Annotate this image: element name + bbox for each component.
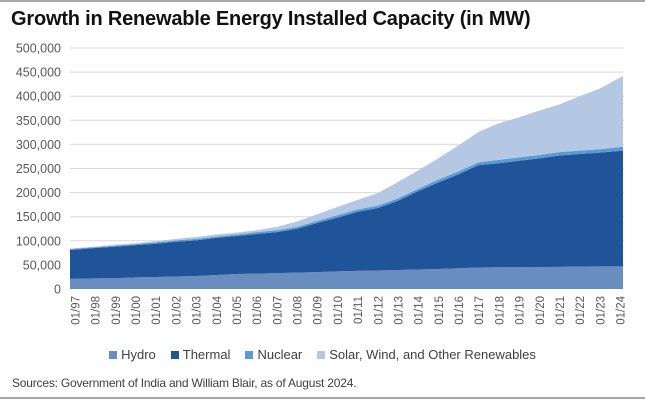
legend-item-hydro: Hydro <box>109 347 156 362</box>
x-tick-label: 01/17 <box>474 296 486 325</box>
x-tick-label: 01/97 <box>71 296 83 325</box>
y-tick-label: 450,000 <box>16 66 61 80</box>
x-tick-label: 01/07 <box>272 296 284 325</box>
y-tick-label: 100,000 <box>16 234 61 248</box>
x-tick-label: 01/06 <box>252 296 264 325</box>
legend-label-nuclear: Nuclear <box>257 347 303 362</box>
x-tick-label: 01/10 <box>333 296 345 325</box>
legend: Hydro Thermal Nuclear Solar, Wind, and O… <box>0 347 645 362</box>
x-tick-label: 01/09 <box>313 296 325 325</box>
legend-swatch-hydro <box>109 350 118 359</box>
x-axis-ticks: 01/97 01/98 01/99 01/00 01/01 01/02 01/03 01/04… <box>71 295 628 324</box>
y-tick-label: 300,000 <box>16 138 61 152</box>
legend-item-nuclear: Nuclear <box>245 347 302 362</box>
x-tick-label: 01/20 <box>535 296 547 325</box>
chart-area: 0 50,000 100,000 150,000 200,000 250,000 300,0… <box>16 42 628 325</box>
legend-item-thermal: Thermal <box>170 347 231 362</box>
source-note: Sources: Government of India and William… <box>12 376 357 390</box>
x-tick-label: 01/13 <box>393 296 405 325</box>
y-tick-label: 50,000 <box>23 258 61 272</box>
x-tick-label: 01/18 <box>494 296 506 325</box>
area-hydro <box>70 266 623 289</box>
x-tick-label: 01/21 <box>555 296 567 325</box>
area-thermal <box>70 150 623 279</box>
x-tick-label: 01/98 <box>91 296 103 325</box>
x-tick-label: 01/14 <box>414 295 426 324</box>
x-tick-label: 01/03 <box>192 296 204 325</box>
legend-swatch-nuclear <box>245 350 254 359</box>
top-border <box>0 0 645 2</box>
y-tick-label: 250,000 <box>16 162 61 176</box>
y-tick-label: 500,000 <box>16 42 61 56</box>
legend-label-thermal: Thermal <box>182 347 231 362</box>
x-tick-label: 01/02 <box>171 296 183 325</box>
legend-swatch-renewables <box>317 350 326 359</box>
x-tick-label: 01/08 <box>293 296 305 325</box>
x-tick-label: 01/01 <box>151 296 163 325</box>
x-tick-label: 01/99 <box>111 296 123 325</box>
y-tick-label: 0 <box>54 283 61 297</box>
x-tick-label: 01/15 <box>434 296 446 325</box>
stacked-areas <box>70 75 623 289</box>
x-tick-label: 01/19 <box>515 296 527 325</box>
y-tick-label: 200,000 <box>16 186 61 200</box>
x-tick-label: 01/24 <box>616 295 628 324</box>
legend-label-renewables: Solar, Wind, and Other Renewables <box>329 347 536 362</box>
y-tick-label: 150,000 <box>16 210 61 224</box>
x-tick-label: 01/22 <box>575 296 587 325</box>
legend-item-renewables: Solar, Wind, and Other Renewables <box>317 347 536 362</box>
x-tick-label: 01/05 <box>232 296 244 325</box>
y-tick-label: 350,000 <box>16 114 61 128</box>
x-tick-label: 01/12 <box>373 296 385 325</box>
y-tick-label: 400,000 <box>16 90 61 104</box>
legend-swatch-thermal <box>170 350 179 359</box>
x-tick-label: 01/04 <box>212 295 224 324</box>
chart-title: Growth in Renewable Energy Installed Cap… <box>11 8 531 30</box>
x-tick-label: 01/16 <box>454 296 466 325</box>
x-tick-label: 01/00 <box>131 296 143 325</box>
x-tick-label: 01/11 <box>353 296 365 324</box>
legend-label-hydro: Hydro <box>121 347 156 362</box>
bottom-border <box>0 397 645 399</box>
x-tick-label: 01/23 <box>595 296 607 325</box>
y-axis-ticks: 0 50,000 100,000 150,000 200,000 250,000 300,0… <box>16 42 61 297</box>
